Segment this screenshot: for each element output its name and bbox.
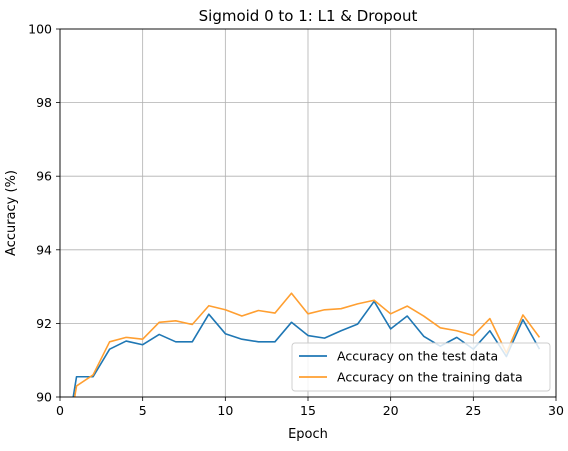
series-line-training <box>73 292 541 397</box>
x-axis-label: Epoch <box>288 427 328 442</box>
y-tick-label: 94 <box>36 242 52 257</box>
grid <box>59 28 557 398</box>
x-tick-label: 25 <box>465 403 481 418</box>
legend-label: Accuracy on the test data <box>337 349 498 364</box>
x-tick-label: 0 <box>56 403 64 418</box>
y-tick-label: 92 <box>36 316 52 331</box>
x-tick-label: 20 <box>383 403 399 418</box>
legend: Accuracy on the test data Accuracy on the… <box>291 342 551 392</box>
y-tick-label: 96 <box>36 169 52 184</box>
y-tick-label: 98 <box>36 95 52 110</box>
series-lines <box>72 292 541 397</box>
y-tick-label: 90 <box>36 390 52 405</box>
x-tick-label: 5 <box>139 403 147 418</box>
chart-title: Sigmoid 0 to 1: L1 & Dropout <box>199 7 418 25</box>
x-tick-label: 10 <box>217 403 233 418</box>
axes: 0 5 10 15 20 25 30 90 92 94 96 98 100 <box>28 22 564 419</box>
legend-box <box>291 342 551 392</box>
y-tick-label: 100 <box>28 22 52 37</box>
series-line-test <box>72 300 541 397</box>
y-axis-label: Accuracy (%) <box>4 170 19 256</box>
legend-label: Accuracy on the training data <box>337 370 523 385</box>
x-tick-label: 30 <box>548 403 564 418</box>
x-tick-label: 15 <box>300 403 316 418</box>
